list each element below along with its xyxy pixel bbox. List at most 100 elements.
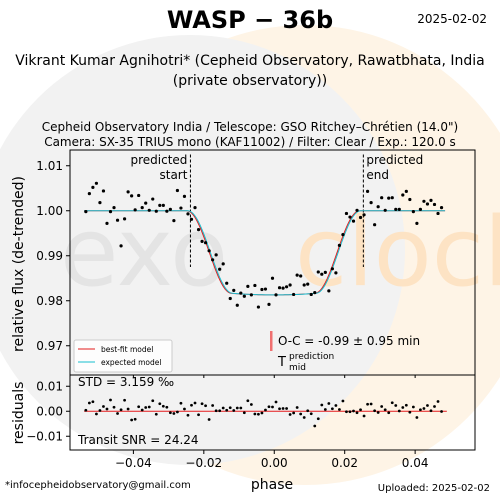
residual-data-point	[102, 405, 105, 408]
residual-data-point	[260, 411, 264, 415]
flux-data-point	[284, 285, 289, 289]
flux-data-point	[151, 197, 155, 201]
x-tick-label: −0.04	[115, 456, 152, 470]
flux-ylabel: relative flux (de-trended)	[11, 176, 27, 352]
flux-data-point	[133, 208, 137, 212]
oc-error-bar	[270, 331, 273, 351]
flux-data-point	[358, 215, 363, 220]
flux-data-point	[274, 293, 278, 297]
x-axis-label: phase	[251, 477, 293, 493]
flux-data-point	[429, 198, 433, 202]
residual-axes-group: −0.01 0.00 0.01 −0.04 −0.02 0.00 0.02 0.04 STD =…	[26, 374, 476, 470]
flux-data-point	[267, 302, 271, 306]
flux-data-point	[225, 281, 229, 285]
residual-data-point	[429, 409, 433, 413]
flux-data-point	[292, 292, 296, 297]
residual-data-point	[299, 412, 303, 416]
residual-data-point	[334, 404, 338, 407]
flux-data-point	[263, 287, 268, 291]
residual-data-point	[274, 400, 278, 404]
flux-data-point	[246, 284, 250, 288]
flux-data-point	[415, 221, 419, 225]
flux-data-point	[122, 217, 127, 221]
flux-data-point	[260, 287, 264, 292]
residual-data-point	[404, 403, 408, 407]
flux-data-point	[235, 303, 239, 307]
flux-data-point	[130, 194, 134, 198]
flux-data-point	[98, 201, 102, 205]
flux-data-point	[253, 283, 257, 288]
residual-data-point	[214, 409, 218, 413]
residual-ytick-label: 0.01	[36, 379, 63, 393]
flux-data-point	[387, 196, 391, 200]
flux-data-point	[101, 189, 106, 193]
residual-data-point	[228, 406, 232, 410]
flux-data-point	[281, 286, 285, 290]
tmid-label: T	[277, 355, 286, 370]
residual-data-point	[179, 401, 183, 405]
flux-data-point	[369, 201, 373, 205]
residual-data-point	[197, 413, 200, 417]
residual-data-point	[271, 405, 274, 409]
residual-data-point	[267, 405, 271, 409]
flux-data-point	[330, 267, 334, 271]
author-line-2: (private observatory))	[172, 73, 328, 89]
flux-data-point	[200, 239, 204, 243]
flux-data-point	[221, 262, 225, 266]
flux-data-point	[137, 193, 141, 198]
residual-data-point	[161, 404, 165, 408]
flux-data-point	[165, 209, 169, 213]
flux-data-point	[327, 289, 331, 293]
residual-data-point	[355, 411, 359, 415]
flux-data-point	[355, 208, 359, 212]
residual-data-point	[408, 410, 412, 414]
flux-data-point	[401, 193, 405, 197]
residual-data-point	[95, 412, 98, 416]
residual-data-point	[151, 399, 155, 403]
flux-data-point	[196, 228, 201, 232]
upload-date: Uploaded: 2025-02-02	[377, 483, 490, 494]
flux-data-point	[337, 243, 342, 247]
residual-data-point	[186, 413, 190, 417]
flux-data-point	[380, 196, 384, 200]
flux-data-point	[334, 271, 338, 275]
flux-data-point	[182, 194, 187, 198]
flux-data-point	[277, 286, 282, 290]
residual-data-point	[176, 410, 179, 414]
residual-data-point	[292, 411, 296, 415]
flux-data-point	[193, 206, 197, 210]
residual-data-point	[207, 418, 211, 421]
residual-data-point	[257, 412, 260, 416]
residual-ytick-label: −0.01	[26, 429, 63, 443]
residual-data-point	[112, 405, 116, 409]
residual-data-point	[327, 402, 331, 405]
residual-data-point	[232, 409, 236, 412]
flux-data-point	[418, 207, 423, 211]
oc-text: O-C = -0.99 ± 0.95 min	[278, 334, 420, 348]
flux-data-point	[344, 211, 349, 216]
residual-data-point	[426, 404, 429, 407]
residual-data-point	[341, 399, 345, 403]
author-line-1: Vikrant Kumar Agnihotri* (Cepheid Observ…	[15, 53, 485, 69]
residual-data-point	[359, 408, 362, 412]
x-tick-label: 0.02	[331, 456, 358, 470]
flux-data-point	[108, 210, 113, 214]
residual-data-point	[225, 408, 229, 412]
flux-data-point	[119, 244, 123, 248]
flux-data-point	[316, 270, 320, 274]
flux-data-point	[390, 196, 394, 200]
watermark-text-left: exo	[60, 198, 228, 308]
residual-data-point	[168, 411, 172, 415]
residual-data-point	[323, 408, 327, 411]
residual-data-point	[147, 405, 151, 409]
flux-data-point	[168, 207, 172, 211]
snr-text: Transit SNR = 24.24	[77, 433, 199, 447]
x-tick-label: −0.02	[185, 456, 222, 470]
residual-data-point	[264, 408, 267, 412]
flux-data-point	[140, 206, 144, 210]
predicted-start-label-2: start	[159, 168, 187, 182]
residual-data-point	[376, 411, 380, 414]
residual-data-point	[116, 412, 119, 415]
